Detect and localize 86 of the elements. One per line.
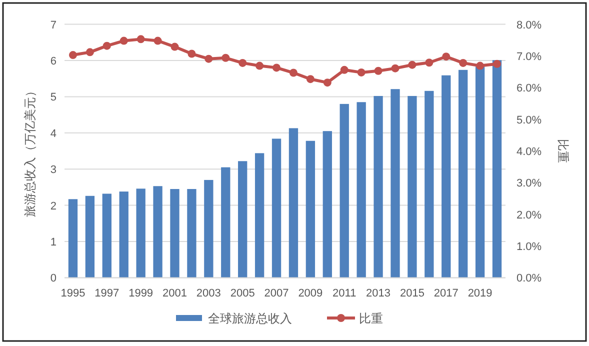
- legend-label: 比重: [359, 312, 383, 326]
- y2-tick-label: 1.0%: [516, 241, 542, 254]
- bar: [238, 161, 248, 278]
- y2-tick-label: 3.0%: [516, 178, 542, 190]
- point: [289, 68, 298, 77]
- bar: [85, 196, 95, 278]
- bar: [272, 138, 282, 278]
- point: [459, 58, 468, 67]
- y2-tick-label: 8.0%: [516, 19, 542, 32]
- point: [357, 68, 366, 76]
- y-tick-label: 3: [50, 164, 56, 176]
- x-tick-label: 2001: [162, 288, 187, 300]
- x-tick-label: 2009: [298, 288, 323, 300]
- point: [120, 36, 128, 45]
- bar: [442, 75, 451, 278]
- bar: [221, 167, 230, 278]
- x-tick-label: 2003: [196, 288, 221, 300]
- x-tick-label: 1997: [94, 288, 120, 300]
- point: [493, 60, 502, 68]
- bar: [288, 128, 298, 278]
- x-tick-label: 2017: [434, 288, 458, 300]
- bar: [153, 186, 162, 278]
- bar: [170, 189, 180, 278]
- x-tick-label: 1999: [128, 288, 154, 300]
- point: [136, 35, 145, 44]
- bar: [390, 89, 400, 278]
- bar: [475, 66, 485, 278]
- bar: [356, 102, 366, 278]
- x-tick-label: 1995: [60, 288, 86, 300]
- y-tick-label: 1: [50, 236, 56, 248]
- bar: [136, 188, 146, 278]
- bar: [306, 140, 316, 278]
- x-tick-label: 2007: [264, 288, 289, 300]
- point: [204, 54, 213, 63]
- x-tick-label: 2005: [230, 288, 255, 300]
- y2-tick-label: 2.0%: [516, 209, 542, 222]
- y2-tick-label: 4.0%: [516, 146, 542, 158]
- bar: [68, 199, 78, 278]
- bar: [408, 96, 417, 278]
- y-tick-label: 4: [50, 128, 56, 140]
- point: [222, 54, 230, 62]
- bar: [492, 60, 502, 278]
- point: [476, 62, 484, 70]
- x-tick-label: 2013: [366, 288, 391, 300]
- point: [442, 52, 450, 61]
- point: [408, 60, 416, 69]
- y2-tick-label: 0.0%: [516, 272, 542, 285]
- y2-tick-label: 5.0%: [516, 114, 542, 126]
- bar: [424, 90, 434, 278]
- point: [340, 66, 348, 74]
- bar: [119, 192, 128, 278]
- y-tick-label: 0: [50, 272, 56, 285]
- bar: [187, 189, 196, 278]
- y-tick-label: 5: [50, 92, 56, 104]
- x-tick-label: 2011: [332, 288, 356, 300]
- point: [323, 78, 332, 87]
- bar: [322, 131, 332, 278]
- point: [425, 58, 434, 67]
- y2-axis-title: 比重: [556, 139, 570, 163]
- point: [188, 50, 196, 58]
- point: [86, 48, 94, 56]
- bar: [204, 180, 214, 278]
- legend-label: 全球旅游总收入: [208, 312, 292, 326]
- bar: [458, 70, 468, 278]
- point: [102, 42, 111, 50]
- point: [154, 36, 162, 45]
- y-tick-label: 2: [50, 200, 56, 212]
- point: [68, 51, 77, 60]
- y2-tick-label: 6.0%: [516, 82, 542, 95]
- point: [170, 42, 179, 51]
- point: [256, 62, 264, 70]
- y-axis-title: 旅游总收入（万亿美元）: [23, 85, 37, 217]
- point: [238, 58, 247, 67]
- point: [272, 64, 281, 72]
- x-tick-label: 2019: [468, 288, 492, 300]
- y-tick-label: 7: [50, 19, 56, 32]
- bar: [254, 153, 264, 278]
- bar: [340, 104, 349, 278]
- y-tick-label: 6: [50, 56, 56, 68]
- point: [306, 75, 314, 84]
- x-tick-label: 2015: [400, 288, 424, 300]
- bar: [102, 194, 112, 278]
- bar: [374, 96, 383, 278]
- y2-tick-label: 7.0%: [516, 50, 542, 63]
- point: [374, 66, 382, 75]
- point: [391, 64, 400, 72]
